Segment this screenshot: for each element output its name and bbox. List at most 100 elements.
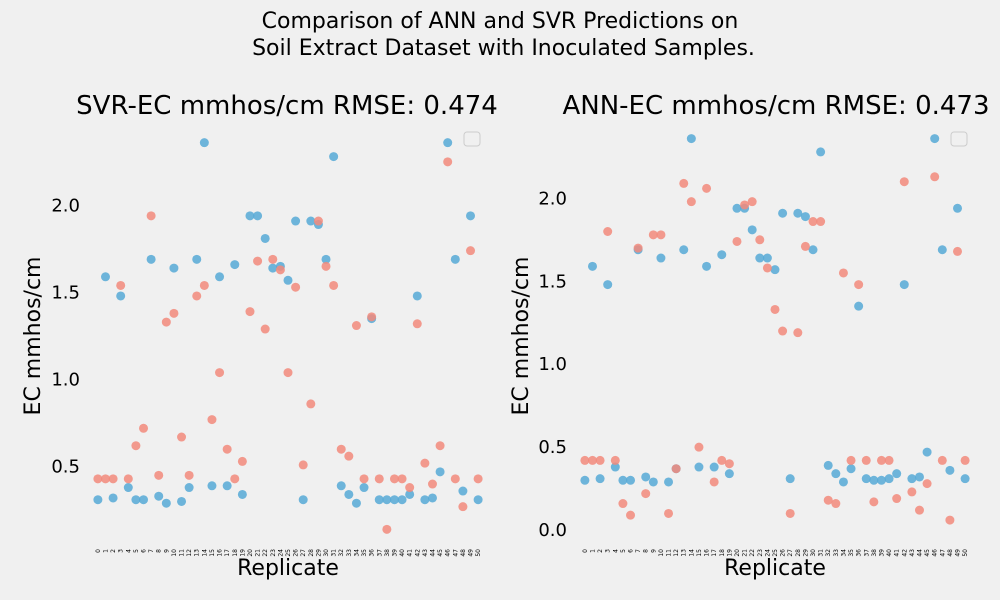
data-point: [291, 282, 301, 292]
x-tick-label: 26: [293, 549, 300, 557]
data-point: [382, 495, 392, 505]
series-1: [580, 172, 970, 525]
suptitle-line-2: Soil Extract Dataset with Inoculated Sam…: [245, 36, 755, 61]
data-point: [108, 474, 118, 484]
data-point: [466, 211, 476, 221]
data-point: [283, 368, 293, 378]
data-point: [397, 474, 407, 484]
data-point: [861, 455, 871, 465]
y-tick-label: 0.0: [538, 520, 567, 541]
x-tick-label: 47: [452, 549, 459, 557]
data-point: [351, 498, 361, 508]
x-tick-label: 25: [772, 549, 779, 557]
data-point: [755, 253, 765, 263]
data-point: [694, 442, 704, 452]
x-tick-label: 0: [582, 549, 589, 553]
data-point: [161, 498, 171, 508]
x-tick-label: 15: [209, 549, 216, 557]
data-point: [184, 483, 194, 493]
data-point: [169, 263, 179, 273]
data-point: [230, 474, 240, 484]
data-point: [770, 265, 780, 275]
x-tick-label: 41: [894, 549, 901, 557]
data-point: [93, 495, 103, 505]
data-point: [222, 481, 232, 491]
x-tick-label: 30: [810, 549, 817, 557]
data-point: [359, 483, 369, 493]
data-point: [177, 432, 187, 442]
data-point: [146, 211, 156, 221]
data-point: [953, 203, 963, 213]
data-point: [230, 260, 240, 270]
data-point: [245, 307, 255, 317]
data-point: [321, 261, 331, 271]
data-point: [679, 245, 689, 255]
x-tick-label: 30: [323, 549, 330, 557]
data-point: [770, 304, 780, 314]
x-tick-label: 8: [643, 549, 650, 553]
data-point: [618, 475, 628, 485]
data-point: [154, 491, 164, 501]
x-tick-label: 19: [239, 549, 246, 557]
x-tick-label: 8: [156, 549, 163, 553]
x-tick-label: 7: [635, 549, 642, 553]
x-tick-label: 18: [232, 549, 239, 557]
data-point: [412, 291, 422, 301]
y-tick-label: 1.5: [51, 282, 80, 303]
data-point: [648, 477, 658, 487]
x-tick-label: 40: [886, 549, 893, 557]
x-tick-label: 10: [658, 549, 665, 557]
x-tick-label: 13: [194, 549, 201, 557]
data-point: [177, 496, 187, 506]
data-point: [298, 460, 308, 470]
data-point: [367, 312, 377, 322]
data-point: [329, 152, 339, 162]
x-tick-label: 41: [407, 549, 414, 557]
data-point: [648, 230, 658, 240]
x-tick-label: 43: [422, 549, 429, 557]
series-1: [93, 157, 483, 534]
data-point: [336, 481, 346, 491]
data-point: [427, 479, 437, 489]
data-point: [816, 147, 826, 157]
data-point: [268, 263, 278, 273]
data-point: [838, 268, 848, 278]
data-point: [329, 280, 339, 290]
data-point: [892, 494, 902, 504]
data-point: [268, 254, 278, 264]
data-point: [374, 474, 384, 484]
data-point: [443, 138, 453, 148]
data-point: [762, 253, 772, 263]
data-point: [724, 459, 734, 469]
data-point: [260, 324, 270, 334]
data-point: [359, 474, 369, 484]
data-point: [435, 467, 445, 477]
data-point: [389, 474, 399, 484]
x-tick-label: 24: [277, 549, 284, 557]
x-tick-label: 34: [840, 549, 847, 557]
data-point: [732, 236, 742, 246]
data-point: [717, 250, 727, 260]
x-tick-label: 39: [878, 549, 885, 557]
data-point: [732, 203, 742, 213]
y-tick-label: 1.0: [51, 370, 80, 391]
data-point: [747, 225, 757, 235]
x-tick-label: 6: [628, 549, 635, 553]
data-point: [458, 486, 468, 496]
data-point: [275, 265, 285, 275]
legend-box: [950, 131, 968, 147]
data-point: [664, 477, 674, 487]
data-point: [123, 483, 133, 493]
x-axis-label: Replicate: [237, 556, 339, 581]
x-tick-label: 14: [688, 549, 695, 557]
data-point: [435, 441, 445, 451]
data-point: [412, 319, 422, 329]
data-point: [869, 497, 879, 507]
x-tick-label: 35: [848, 549, 855, 557]
x-tick-label: 37: [376, 549, 383, 557]
x-tick-label: 16: [704, 549, 711, 557]
data-point: [116, 291, 126, 301]
x-tick-label: 50: [475, 549, 482, 557]
data-point: [740, 200, 750, 210]
x-tick-label: 2: [110, 549, 117, 553]
